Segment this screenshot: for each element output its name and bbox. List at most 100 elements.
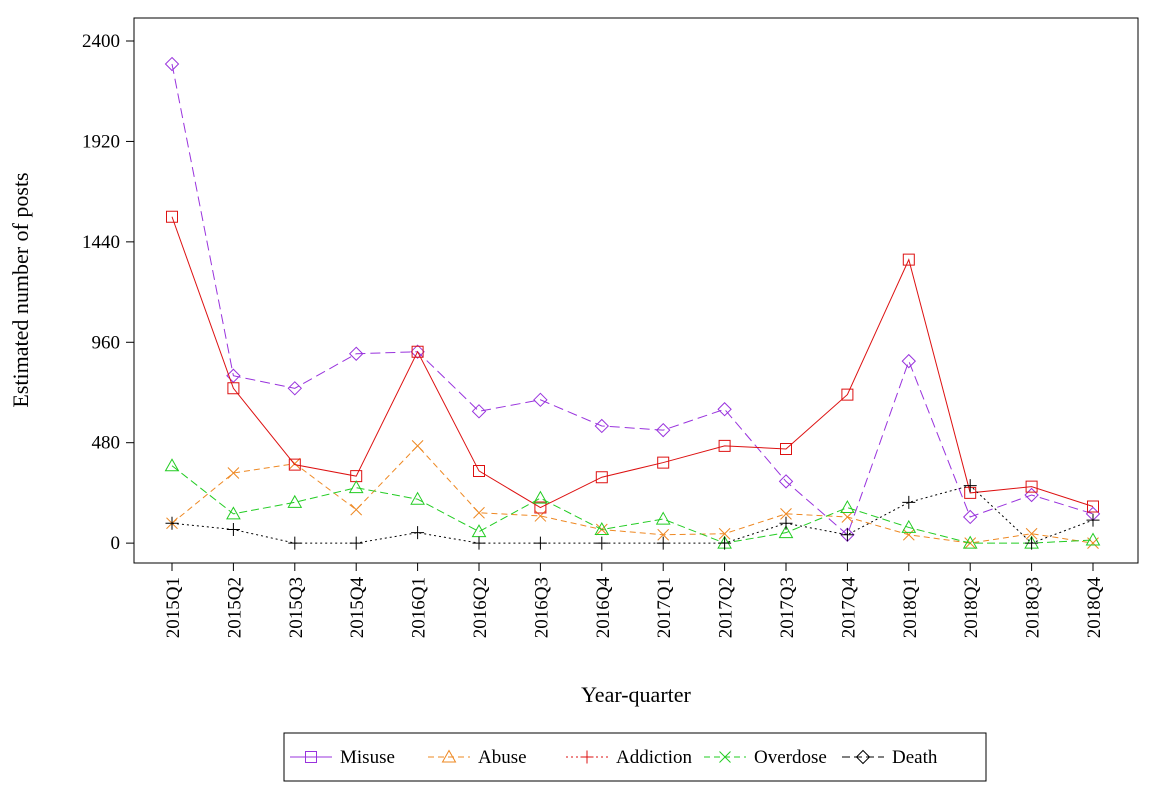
legend-marker [580,750,594,764]
misuse-line [171,63,1094,536]
y-tick-label: 0 [111,533,121,554]
addiction-point [595,471,608,484]
plot-area-frame [133,17,1139,564]
abuse-point [1087,537,1099,549]
misuse-point [226,368,241,383]
misuse-point [410,344,425,359]
abuse-line [171,445,1094,544]
legend-label: Overdose [754,747,827,768]
abuse-point [902,528,915,541]
abuse-point [227,467,240,479]
y-tick-label: 1440 [82,232,120,253]
death-point [779,516,793,530]
death-point [656,536,670,550]
abuse-point [718,527,731,540]
x-tick-label: 2017Q1 [654,577,675,638]
y-tick-label: 480 [92,433,121,454]
misuse-point [533,392,548,408]
overdose-point [348,480,364,494]
death-line [171,485,1094,544]
y-axis-title: Estimated number of posts [8,172,33,407]
addiction-point [964,486,977,499]
abuse-point [1025,527,1038,540]
misuse-point [901,353,917,369]
y-tick-label: 2400 [82,31,120,52]
overdose-point [471,524,487,538]
legend-label: Addiction [616,747,692,768]
death-point [349,536,363,550]
addiction-point [841,388,854,401]
addiction-point [902,253,915,266]
x-tick-label: 2017Q2 [716,577,737,638]
overdose-point [840,500,855,514]
addiction-point [534,501,547,514]
legend-marker [719,751,731,763]
legend-label: Abuse [478,747,527,768]
legend-item-addiction: Addiction [566,747,692,768]
x-tick-label: 2018Q2 [961,577,982,638]
death-point [226,523,240,537]
misuse-point [594,418,610,434]
legend-marker [305,751,317,763]
x-tick-label: 2016Q1 [409,577,430,638]
addiction-point [166,210,178,223]
overdose-point [962,535,978,549]
series-abuse [166,439,1099,549]
abuse-point [411,439,424,452]
overdose-point [287,494,303,508]
overdose-point [410,491,425,505]
misuse-point [778,474,794,489]
death-point [411,526,425,540]
legend-item-overdose: Overdose [704,747,827,768]
death-point [165,516,179,530]
overdose-point [901,519,917,533]
misuse-point [164,56,180,72]
x-tick-label: 2015Q1 [163,577,184,638]
legend-marker [855,749,871,765]
addiction-line [171,216,1094,509]
overdose-point [778,525,794,539]
overdose-point [226,506,241,520]
misuse-point [287,381,303,396]
misuse-point [962,509,978,525]
legend-marker [441,749,457,763]
x-tick-label: 2018Q4 [1084,577,1105,639]
y-axis: 0 480 960 1440 1920 2400 [82,31,135,554]
overdose-point [164,458,180,472]
abuse-point [841,511,854,523]
abuse-point [780,507,792,520]
overdose-point [594,522,610,536]
misuse-point [348,346,364,361]
series-misuse [164,56,1101,542]
misuse-point [655,422,671,438]
x-tick-label: 2015Q4 [347,577,368,639]
x-tick-label: 2016Q2 [470,577,491,638]
abuse-point [473,506,485,519]
series-death [165,479,1100,550]
overdose-line [171,465,1094,544]
death-point [472,536,486,550]
addiction-point [718,439,731,452]
death-point [963,479,977,493]
series-layer [164,56,1101,550]
misuse-point [1024,487,1039,503]
legend-item-misuse: Misuse [290,747,395,768]
addiction-point [657,456,670,469]
addiction-point [227,382,240,395]
misuse-point [717,402,732,417]
series-overdose [164,458,1101,549]
x-tick-label: 2016Q4 [593,577,614,639]
addiction-point [1025,480,1038,493]
legend-items: Misuse Abuse Addiction Overdose Death [290,747,938,768]
x-tick-label: 2018Q3 [1023,577,1044,638]
legend-item-death: Death [842,747,938,768]
addiction-point [350,470,363,483]
legend-label: Misuse [340,747,395,768]
x-axis: 2015Q1 2015Q2 2015Q3 2015Q4 2016Q1 2016Q2 2016… [163,562,1105,639]
series-addiction [166,210,1099,514]
abuse-point [534,510,547,522]
death-point [718,536,732,550]
overdose-point [533,490,548,504]
death-point [1086,513,1100,527]
